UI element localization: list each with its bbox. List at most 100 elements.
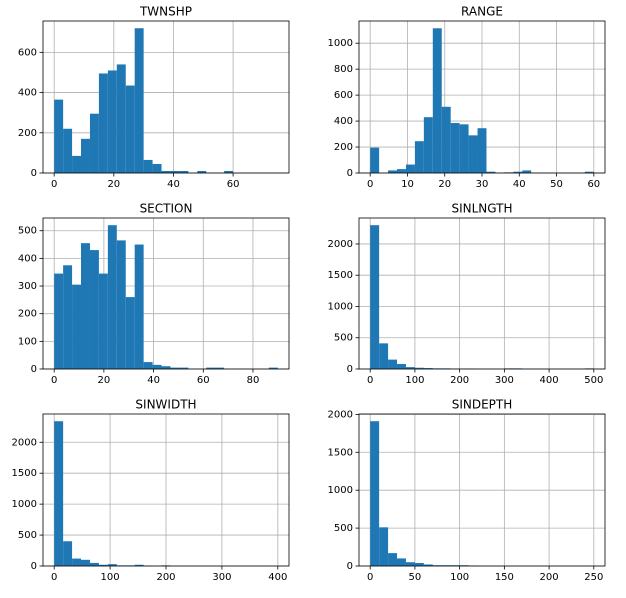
- axes-frame: [42, 217, 290, 370]
- subplot: SINDEPTH 0 50 100 150 200 250 0 500 1000 1500 2000: [328, 398, 606, 583]
- x-tick-label: 100: [405, 375, 424, 386]
- bar: [125, 85, 135, 173]
- bar: [513, 171, 523, 173]
- bar: [379, 527, 389, 566]
- x-tick-label: 500: [584, 375, 603, 386]
- bar: [388, 553, 398, 566]
- x-tick-label: 80: [247, 375, 260, 386]
- bar: [405, 367, 415, 369]
- bar: [72, 558, 82, 566]
- bar: [423, 564, 433, 566]
- y-tick-label: 500: [18, 226, 37, 237]
- y-tick-label: 1000: [328, 485, 353, 496]
- x-tick-label: 40: [147, 375, 160, 386]
- x-tick-label: 30: [476, 179, 489, 190]
- bar: [89, 113, 99, 173]
- bar: [206, 367, 216, 369]
- bar: [107, 70, 117, 173]
- bar: [370, 147, 380, 173]
- x-tick-label: 0: [367, 179, 373, 190]
- bar: [54, 273, 64, 369]
- bar: [224, 170, 234, 173]
- y-tick-label: 500: [334, 333, 353, 344]
- x-tick-label: 200: [156, 572, 175, 583]
- bar: [134, 564, 144, 566]
- bar: [423, 117, 433, 173]
- bar: [63, 541, 73, 566]
- bar: [468, 135, 478, 173]
- bar: [423, 368, 433, 369]
- bar: [89, 250, 99, 369]
- bar: [81, 138, 90, 173]
- bar: [414, 562, 424, 566]
- x-tick-label: 200: [450, 375, 469, 386]
- x-tick-label: 400: [268, 572, 287, 583]
- bar: [89, 562, 99, 566]
- subplot: SINWIDTH 0 100 200 300 400 0 500 1000 1500 2000: [12, 398, 290, 583]
- bar: [370, 421, 380, 566]
- y-tick-label: 1500: [12, 468, 37, 479]
- x-tick-label: 300: [495, 375, 514, 386]
- axes-frame: [358, 217, 606, 370]
- subplot: SINLNGTH 0 100 200 300 400 500 0 500 1000 1500 2000: [328, 202, 606, 386]
- subplot-title: TWNSHP: [139, 5, 192, 19]
- x-tick-label: 0: [367, 572, 373, 583]
- bar: [179, 170, 189, 173]
- y-tick-label: 0: [31, 168, 37, 179]
- y-tick-label: 400: [18, 253, 37, 264]
- x-tick-label: 0: [367, 375, 373, 386]
- subplot-title: SINLNGTH: [451, 202, 512, 216]
- bar: [414, 367, 424, 369]
- bar: [405, 562, 415, 566]
- y-tick-label: 0: [347, 364, 353, 375]
- x-tick-label: 100: [450, 572, 469, 583]
- bar: [125, 297, 135, 369]
- bar: [72, 155, 82, 173]
- bar: [370, 225, 380, 369]
- y-tick-label: 1500: [328, 270, 353, 281]
- bar: [63, 128, 73, 173]
- x-tick-label: 40: [513, 179, 526, 190]
- y-tick-label: 1500: [328, 447, 353, 458]
- bar: [459, 124, 469, 173]
- bar: [63, 265, 73, 369]
- bar: [81, 559, 90, 566]
- y-tick-label: 1000: [12, 499, 37, 510]
- y-tick-label: 2000: [328, 409, 353, 420]
- bar: [379, 343, 389, 369]
- x-tick-label: 400: [540, 375, 559, 386]
- bar: [143, 362, 153, 369]
- y-tick-label: 100: [18, 336, 37, 347]
- bar: [161, 170, 171, 173]
- x-tick-label: 0: [51, 179, 57, 190]
- y-tick-label: 600: [334, 90, 353, 101]
- bar: [72, 284, 82, 369]
- x-tick-label: 150: [495, 572, 514, 583]
- x-tick-label: 10: [401, 179, 414, 190]
- subplot-title: SINWIDTH: [135, 398, 196, 412]
- axes-frame: [358, 20, 606, 174]
- x-tick-label: 50: [409, 572, 422, 583]
- x-tick-label: 250: [584, 572, 603, 583]
- bar: [432, 28, 442, 174]
- x-tick-label: 60: [197, 375, 210, 386]
- subplot-title: SECTION: [140, 202, 193, 216]
- subplot: SECTION 0 20 40 60 80 0 100 200 300 400 500: [18, 202, 290, 386]
- subplot-title: SINDEPTH: [452, 398, 513, 412]
- bar: [405, 164, 415, 173]
- bar: [98, 564, 108, 566]
- bar: [98, 73, 108, 173]
- bar: [107, 225, 117, 369]
- x-tick-label: 20: [438, 179, 451, 190]
- bar: [179, 367, 189, 369]
- x-tick-label: 50: [550, 179, 563, 190]
- bar: [388, 170, 398, 173]
- y-tick-label: 300: [18, 281, 37, 292]
- bar: [98, 273, 108, 369]
- bar: [54, 99, 64, 173]
- bar: [584, 171, 594, 173]
- bar: [414, 141, 424, 173]
